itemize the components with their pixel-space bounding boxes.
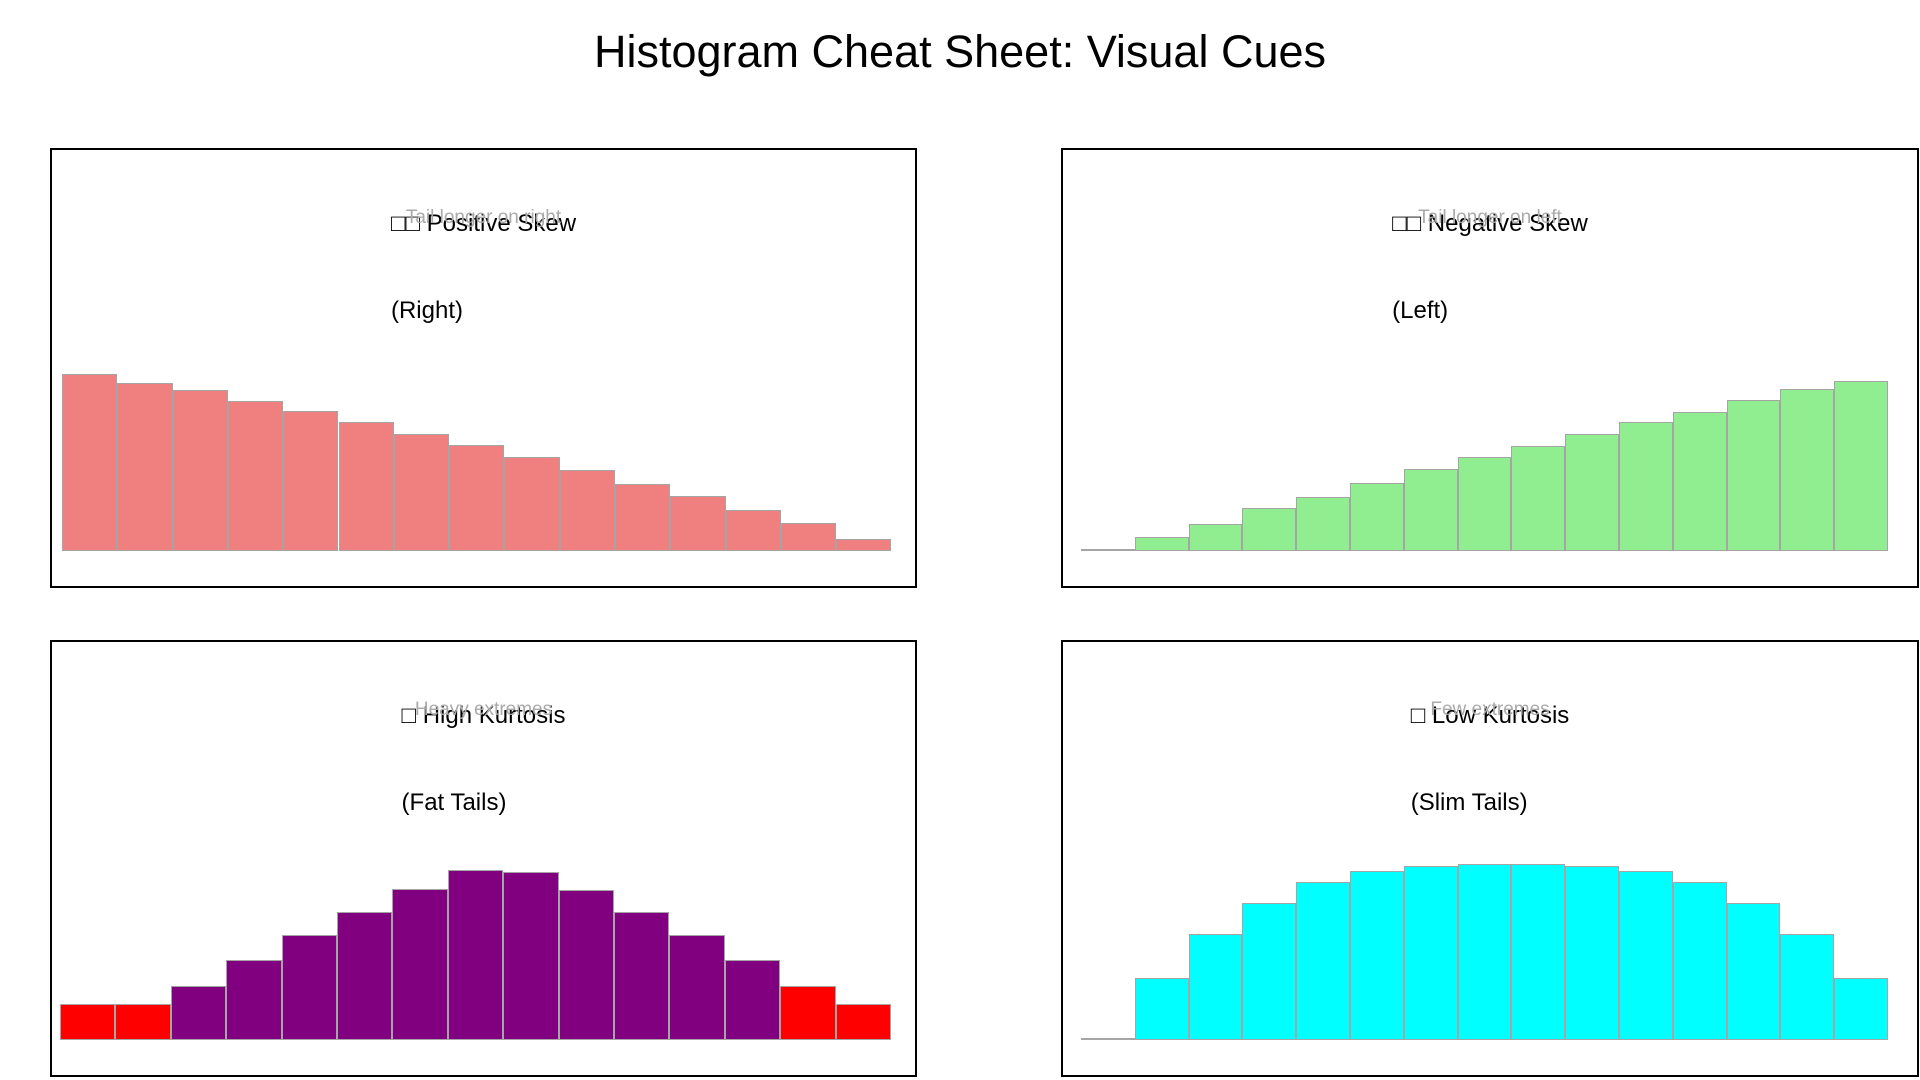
histogram-bar <box>724 960 781 1040</box>
histogram-bar <box>1350 871 1404 1040</box>
histogram-bar <box>1081 1038 1135 1040</box>
histogram-bar <box>669 935 725 1040</box>
histogram-bar <box>780 986 836 1040</box>
histogram-bar <box>337 912 393 1040</box>
histogram-bar <box>338 422 394 551</box>
panel-title-line1: □ High Kurtosis <box>401 702 566 729</box>
panel-title-line1: □ Low Kurtosis <box>1410 702 1570 729</box>
histogram-bar <box>559 470 615 551</box>
histogram-bar <box>170 986 227 1040</box>
panel-positive-skew: □□ Positive Skew (Right) Tail longer on … <box>50 148 917 588</box>
panel-low-kurtosis: □ Low Kurtosis (Slim Tails) Few extremes <box>1061 640 1919 1077</box>
histogram-bar <box>725 510 781 551</box>
histogram-bar <box>836 539 892 551</box>
histogram-bar <box>226 960 282 1040</box>
histogram-bar <box>1457 864 1512 1040</box>
panel-negative-skew: □□ Negative Skew (Left) Tail longer on l… <box>1061 148 1919 588</box>
histogram-bar <box>1834 978 1888 1040</box>
histogram-bar <box>281 935 337 1040</box>
histogram-bar <box>393 434 450 551</box>
histogram-bar <box>1565 866 1619 1040</box>
panel-title-line2: (Right) <box>390 297 463 324</box>
histogram-bar <box>1726 400 1781 551</box>
histogram-bar <box>1511 446 1566 551</box>
histogram-bar <box>1134 537 1189 551</box>
histogram-bar <box>1188 934 1243 1040</box>
histogram-bar <box>1403 469 1458 551</box>
histogram-bar <box>1619 422 1673 551</box>
histogram-bar <box>504 457 560 551</box>
histogram-bar <box>117 383 173 551</box>
histogram-bar <box>1672 882 1727 1040</box>
histogram-bar <box>614 912 670 1040</box>
histogram-bar <box>447 870 504 1040</box>
histogram-bar <box>1134 978 1189 1040</box>
panel-title-line2: (Slim Tails) <box>1410 789 1528 816</box>
histogram-bar <box>1350 483 1404 551</box>
panel-title-line2: (Left) <box>1392 297 1449 324</box>
histogram-bar <box>1834 381 1888 551</box>
histogram-bar <box>172 390 228 551</box>
panel-title-low-kurtosis: □ Low Kurtosis (Slim Tails) <box>1411 643 1570 875</box>
histogram-bar <box>449 445 505 551</box>
histogram-bar <box>1296 882 1350 1040</box>
panel-annotation-low-kurtosis: Few extremes <box>1430 699 1550 720</box>
histogram-bar <box>1726 903 1781 1040</box>
histogram-bar <box>1242 903 1297 1040</box>
histogram-bar <box>1188 524 1243 551</box>
histogram-bar <box>392 889 448 1040</box>
panel-title-line1: □□ Positive Skew <box>390 210 577 237</box>
histogram-bar <box>115 1004 171 1040</box>
histogram-bar <box>60 1004 116 1040</box>
histogram-bar <box>1565 434 1619 551</box>
panel-title-line1: □□ Negative Skew <box>1392 210 1588 237</box>
histogram-bar <box>1296 497 1350 551</box>
panel-title-negative-skew: □□ Negative Skew (Left) <box>1392 151 1588 383</box>
histogram-bar <box>1081 549 1135 551</box>
histogram-bar <box>227 401 284 551</box>
histogram-bar <box>615 484 671 551</box>
histogram-bar <box>1457 457 1512 551</box>
histogram-bar <box>62 374 118 551</box>
panel-annotation-negative-skew: Tail longer on left <box>1418 207 1562 228</box>
histogram-bar <box>670 496 726 551</box>
histogram-bar <box>780 523 837 551</box>
panel-title-line2: (Fat Tails) <box>401 789 507 816</box>
histogram-bar <box>503 872 559 1040</box>
panel-title-high-kurtosis: □ High Kurtosis (Fat Tails) <box>402 643 566 875</box>
panel-annotation-high-kurtosis: Heavy extremes <box>414 699 553 720</box>
histogram-bar <box>1619 871 1673 1040</box>
histogram-bar <box>283 411 339 551</box>
histogram-bar <box>1242 508 1297 551</box>
histogram-bar <box>558 890 614 1040</box>
histogram-bar <box>1672 412 1727 551</box>
histogram-bar <box>1780 934 1835 1040</box>
panel-title-positive-skew: □□ Positive Skew (Right) <box>391 151 576 383</box>
histogram-bar <box>835 1004 891 1040</box>
histogram-bar <box>1511 864 1566 1040</box>
histogram-bar <box>1780 389 1835 551</box>
histogram-bar <box>1403 866 1458 1040</box>
figure-title: Histogram Cheat Sheet: Visual Cues <box>593 26 1327 77</box>
panel-high-kurtosis: □ High Kurtosis (Fat Tails) Heavy extrem… <box>50 640 917 1077</box>
panel-annotation-positive-skew: Tail longer on right <box>405 207 562 228</box>
